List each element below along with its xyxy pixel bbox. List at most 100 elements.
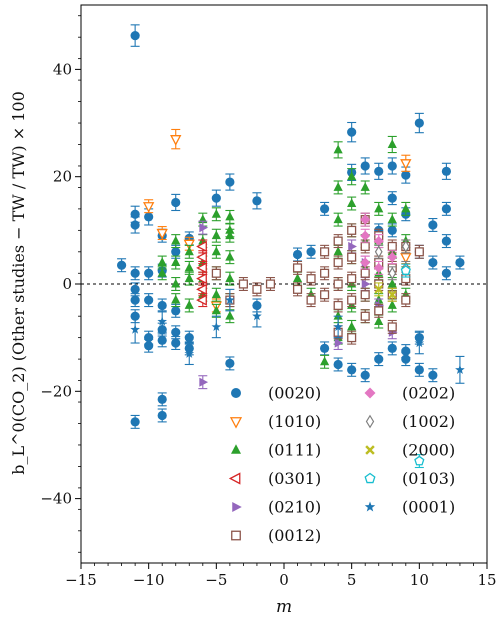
data-point — [211, 305, 221, 315]
data-point — [196, 251, 207, 263]
data-point — [360, 311, 370, 321]
data-point — [320, 204, 330, 214]
data-point — [144, 341, 154, 351]
data-point — [333, 144, 343, 154]
data-point — [360, 290, 370, 300]
legend-marker — [231, 444, 241, 454]
data-point — [360, 230, 371, 241]
legend-label: (0301) — [268, 469, 321, 488]
data-point — [292, 263, 303, 273]
data-point — [387, 225, 397, 235]
data-point — [374, 284, 384, 294]
legend-item: (0001) — [364, 498, 455, 517]
data-point — [292, 284, 303, 294]
data-point — [320, 247, 330, 257]
y-tick-label: 40 — [53, 60, 72, 78]
data-point — [387, 139, 397, 148]
data-point — [428, 220, 438, 230]
data-point — [225, 211, 235, 221]
data-point — [387, 214, 397, 224]
data-point — [387, 300, 397, 309]
data-point — [374, 166, 384, 176]
data-point — [252, 311, 262, 321]
legend-marker — [231, 530, 241, 541]
data-point — [347, 252, 357, 262]
legend-item: (1010) — [229, 412, 321, 431]
x-tick-label: 15 — [477, 571, 496, 589]
data-point — [225, 310, 235, 320]
data-point — [211, 208, 221, 218]
legend-label: (0111) — [268, 441, 321, 460]
y-tick-label: 0 — [62, 275, 72, 293]
data-point — [414, 118, 424, 128]
data-point — [130, 220, 140, 230]
data-point — [441, 268, 451, 278]
legend-item: (0202) — [364, 384, 455, 403]
data-point — [387, 322, 397, 332]
data-point — [360, 214, 371, 225]
data-point — [401, 295, 411, 305]
data-point — [225, 225, 235, 234]
data-point — [361, 279, 371, 289]
series-0012 — [211, 212, 424, 345]
data-point — [117, 260, 127, 270]
data-point — [306, 247, 316, 257]
data-point — [360, 241, 370, 252]
data-point — [374, 354, 384, 364]
legend-item: (2000) — [365, 441, 455, 460]
data-point — [347, 295, 357, 305]
data-point — [211, 321, 222, 332]
data-point — [196, 240, 207, 253]
data-point — [184, 348, 195, 358]
x-tick-label: −5 — [205, 571, 227, 589]
legend: (0020) (1010) (0111) (0301) (0210) (0012) (020… — [228, 384, 455, 545]
legend-label: (1002) — [402, 412, 455, 431]
x-tick-label: −15 — [65, 571, 97, 589]
y-tick-label: 20 — [53, 168, 72, 186]
data-point — [225, 273, 235, 283]
data-point — [156, 228, 168, 240]
data-point — [238, 279, 248, 289]
legend-marker — [232, 502, 242, 512]
data-point — [196, 283, 207, 296]
legend-item: (0301) — [228, 469, 321, 488]
data-point — [142, 202, 155, 213]
data-point — [184, 333, 194, 343]
series-0001 — [130, 288, 465, 384]
data-point — [401, 170, 411, 180]
data-point — [225, 251, 235, 261]
data-point — [157, 267, 167, 277]
legend-marker — [231, 388, 241, 398]
data-point — [130, 324, 140, 334]
data-point — [184, 262, 194, 272]
data-point — [374, 245, 383, 259]
legend-label: (0020) — [268, 384, 321, 403]
series-0103 — [400, 263, 425, 469]
data-point — [333, 279, 343, 289]
data-point — [130, 268, 140, 278]
data-point — [414, 455, 425, 466]
data-point — [347, 127, 357, 137]
data-point — [171, 247, 181, 257]
data-point — [360, 268, 370, 278]
data-point — [157, 335, 167, 345]
data-point — [455, 364, 465, 374]
data-point — [334, 338, 344, 348]
data-point — [333, 246, 343, 256]
data-point — [347, 321, 357, 331]
legend-marker — [365, 414, 375, 429]
legend-item: (1002) — [365, 412, 455, 431]
data-point — [348, 241, 357, 252]
data-point — [211, 193, 221, 203]
data-point — [157, 410, 167, 421]
data-point — [333, 300, 343, 311]
data-point — [360, 182, 370, 191]
data-point — [225, 358, 235, 369]
legend-marker — [364, 501, 376, 512]
data-point — [455, 257, 465, 268]
data-point — [347, 171, 357, 181]
legend-label: (2000) — [402, 441, 455, 460]
data-point — [387, 278, 397, 288]
data-point — [387, 193, 397, 203]
